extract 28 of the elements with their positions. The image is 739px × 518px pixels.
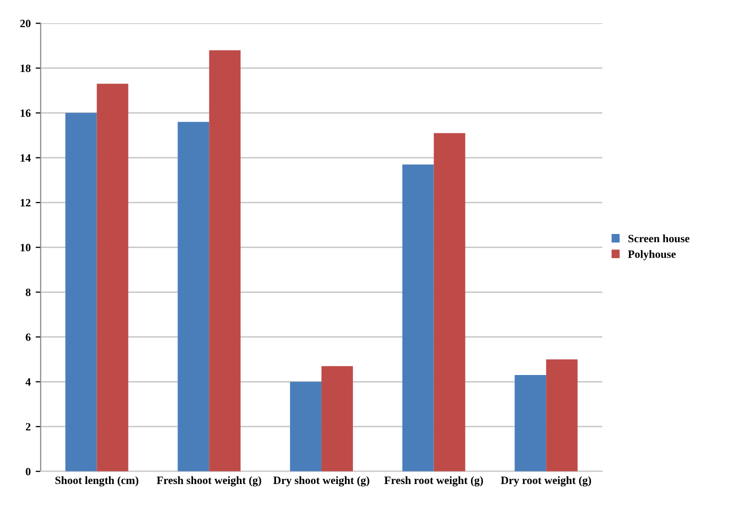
legend-label: Polyhouse [628, 250, 676, 260]
y-tick-label: 2 [26, 423, 30, 430]
y-tick-label: 0 [26, 468, 30, 476]
x-tick-label: Dry shoot weight (g) [273, 476, 370, 486]
y-tick-label: 6 [26, 333, 31, 341]
bar [290, 382, 322, 472]
bar [434, 133, 466, 472]
bar [402, 164, 434, 472]
x-tick-label: Dry root weight (g) [500, 476, 592, 486]
bar [209, 50, 241, 472]
bar [514, 375, 546, 472]
bar [65, 112, 97, 472]
y-tick-label: 10 [20, 244, 30, 252]
y-tick-label: 8 [26, 288, 31, 296]
y-tick-label: 20 [20, 20, 30, 28]
y-tick-label: 4 [26, 378, 31, 386]
x-tick-label: Fresh root weight (g) [384, 476, 483, 486]
y-tick-label: 16 [20, 109, 31, 117]
x-tick-label: Fresh shoot weight (g) [156, 476, 262, 486]
x-tick-label: Shoot length (cm) [55, 476, 138, 486]
bar [96, 84, 128, 472]
bar [321, 366, 353, 472]
legend-label: Screen house [628, 234, 690, 242]
y-tick-label: 14 [20, 154, 31, 162]
y-tick-label: 12 [20, 199, 30, 206]
y-tick-label: 18 [20, 64, 31, 72]
bar [546, 359, 578, 472]
bar [178, 122, 210, 472]
